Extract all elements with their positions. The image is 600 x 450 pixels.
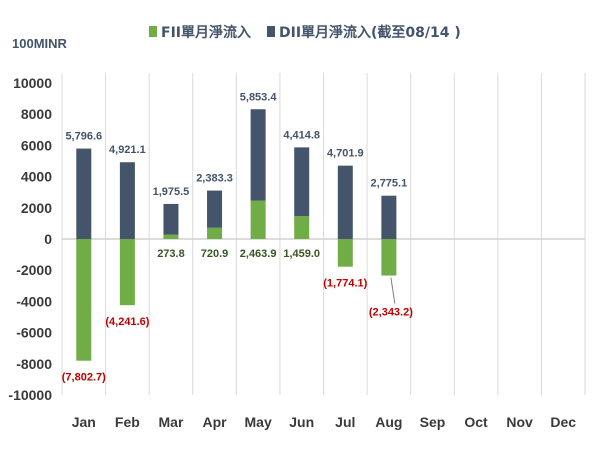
x-tick-label: Apr [202, 414, 227, 430]
label-leader-line [390, 277, 396, 304]
label-fii-jun: 1,459.0 [283, 248, 320, 260]
bar-fii-aug [381, 239, 397, 276]
y-tick-label: 8000 [21, 106, 52, 122]
y-tick-label: 2000 [21, 200, 52, 216]
label-fii-feb: (4,241.6) [105, 316, 149, 328]
x-tick-label: Feb [115, 414, 140, 430]
label-dii-feb: 4,921.1 [109, 144, 146, 156]
bar-dii-jun [294, 147, 310, 217]
label-fii-may: 2,463.9 [240, 248, 277, 260]
x-tick-label: Oct [464, 414, 488, 430]
label-dii-jul: 4,701.9 [327, 148, 364, 160]
label-dii-apr: 2,383.3 [196, 173, 233, 185]
bar-fii-feb [119, 239, 135, 306]
gridlines [61, 73, 586, 395]
bar-fii-jun [294, 216, 310, 239]
x-tick-label: Jul [335, 414, 355, 430]
label-dii-may: 5,853.4 [240, 91, 278, 103]
y-tick-label: -2000 [16, 262, 52, 278]
unit-label: 100MINR [12, 36, 68, 51]
label-dii-jan: 5,796.6 [65, 131, 102, 143]
x-tick-label: Mar [159, 414, 184, 430]
y-tick-label: -8000 [16, 356, 52, 372]
label-fii-apr: 720.9 [201, 248, 229, 260]
bars [76, 109, 397, 361]
label-fii-jul: (1,774.1) [323, 278, 367, 290]
bar-dii-apr [207, 190, 223, 228]
y-tick-label: -4000 [16, 293, 52, 309]
x-tick-label: Jun [289, 414, 314, 430]
y-axis: 10000 8000 6000 4000 2000 0 -2000 -4000 -6000 -80… [8, 75, 52, 403]
legend-label-fii: FII單月淨流入 [161, 24, 251, 41]
bar-dii-jul [337, 165, 353, 239]
x-tick-label: Dec [550, 414, 576, 430]
legend-label-dii: DII單月淨流入(截至08/14 ) [279, 24, 461, 41]
bar-dii-feb [119, 162, 135, 239]
bar-fii-jan [76, 239, 92, 361]
bar-dii-mar [163, 203, 179, 235]
x-tick-label: Jan [72, 414, 96, 430]
legend: FII單月淨流入 DII單月淨流入(截至08/14 ) [149, 24, 461, 41]
bar-dii-may [250, 109, 266, 201]
legend-swatch-fii [149, 26, 157, 37]
label-fii-aug: (2,343.2) [369, 307, 413, 319]
label-fii-mar: 273.8 [157, 248, 185, 260]
x-tick-label: Sep [420, 414, 446, 430]
label-dii-mar: 1,975.5 [153, 186, 190, 198]
bar-dii-aug [381, 195, 397, 239]
y-tick-label: 0 [44, 231, 52, 247]
x-axis: Jan Feb Mar Apr May Jun Jul Aug Sep Oct Nov Dec [72, 414, 577, 430]
x-tick-label: Aug [375, 414, 402, 430]
bar-fii-mar [163, 234, 179, 239]
y-tick-label: -6000 [16, 325, 52, 341]
bar-dii-jan [76, 148, 92, 239]
bar-fii-may [250, 200, 266, 239]
data-labels: 5,796.6 (7,802.7) 4,921.1 (4,241.6) 1,975.5 2… [62, 91, 413, 383]
y-tick-label: -10000 [8, 387, 52, 403]
x-tick-label: May [245, 414, 272, 430]
label-dii-jun: 4,414.8 [283, 129, 320, 141]
bar-fii-apr [207, 227, 223, 239]
y-tick-label: 6000 [21, 137, 52, 153]
y-tick-label: 10000 [13, 75, 52, 91]
label-fii-jan: (7,802.7) [62, 372, 106, 384]
legend-swatch-dii [267, 26, 275, 37]
bar-fii-jul [337, 239, 353, 267]
x-tick-label: Nov [506, 414, 533, 430]
label-dii-aug: 2,775.1 [371, 178, 408, 190]
y-tick-label: 4000 [21, 169, 52, 185]
